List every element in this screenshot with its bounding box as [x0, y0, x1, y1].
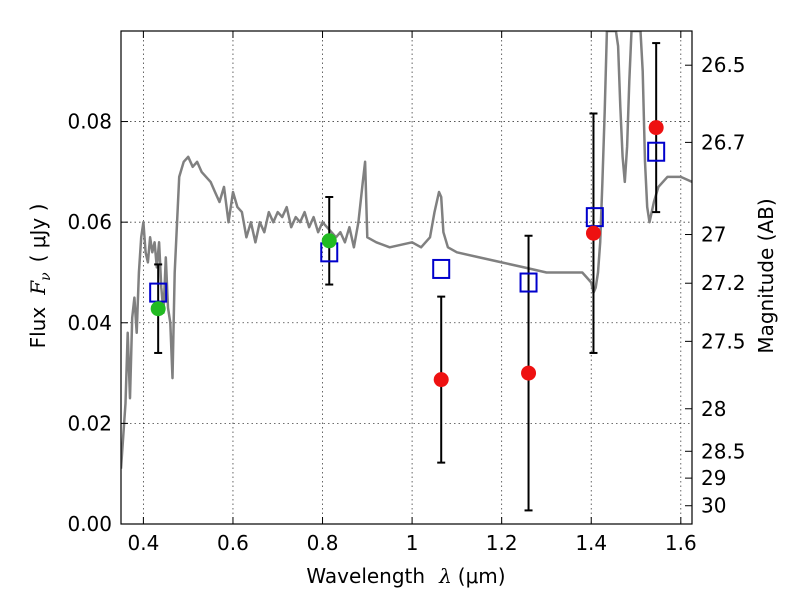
model-point-square — [519, 272, 538, 293]
y-axis-title: FluxFν( μJy ) — [26, 204, 54, 349]
data-point-circle — [321, 233, 337, 249]
model-point-square — [432, 258, 451, 279]
y2-tick-label: 27 — [701, 223, 726, 247]
y2-tick-label: 26.7 — [701, 130, 746, 154]
model-point-square — [647, 141, 666, 162]
data-point-circle — [433, 372, 449, 388]
x-tick-label: 1.6 — [665, 531, 697, 555]
y-tick-label: 0.02 — [67, 411, 112, 435]
plot-frame — [120, 30, 693, 525]
y-tick-label: 0.08 — [67, 110, 112, 134]
model-spectrum-line — [121, 31, 692, 469]
x-axis-ticks: 0.4 0.6 0.8 1 1.2 1.4 1.6 — [127, 31, 697, 555]
y2-tick-label: 27.2 — [701, 271, 746, 295]
y2-tick-label: 27.5 — [701, 329, 746, 353]
error-bars — [154, 42, 661, 512]
y-axis-ticks: 0.00 0.02 0.04 0.06 0.08 — [67, 110, 128, 536]
y2-tick-label: 28 — [701, 397, 726, 421]
y2-tick-label: 28.5 — [701, 439, 746, 463]
y-tick-label: 0.06 — [67, 210, 112, 234]
x-tick-label: 1.2 — [486, 531, 518, 555]
y2-tick-label: 30 — [701, 494, 726, 518]
y2-axis-title: Magnitude (AB) — [754, 198, 778, 353]
x-tick-label: 1.4 — [575, 531, 607, 555]
data-markers — [149, 120, 666, 388]
x-tick-label: 0.4 — [127, 531, 159, 555]
x-tick-label: 0.8 — [307, 531, 339, 555]
data-point-circle — [648, 120, 664, 136]
data-point-circle — [521, 365, 537, 381]
data-point-circle — [150, 301, 166, 317]
y2-tick-label: 26.5 — [701, 53, 746, 77]
data-point-circle — [585, 225, 601, 241]
y-tick-label: 0.00 — [67, 512, 112, 536]
y-tick-label: 0.04 — [67, 311, 112, 335]
y2-axis-ticks: 26.5 26.7 27 27.2 27.5 28 28.5 29 30 — [685, 53, 746, 518]
grid — [121, 31, 692, 524]
y2-tick-label: 29 — [701, 466, 726, 490]
x-tick-label: 0.6 — [217, 531, 249, 555]
x-axis-title: Wavelength λ (μm) — [306, 564, 505, 588]
x-tick-label: 1 — [406, 531, 419, 555]
